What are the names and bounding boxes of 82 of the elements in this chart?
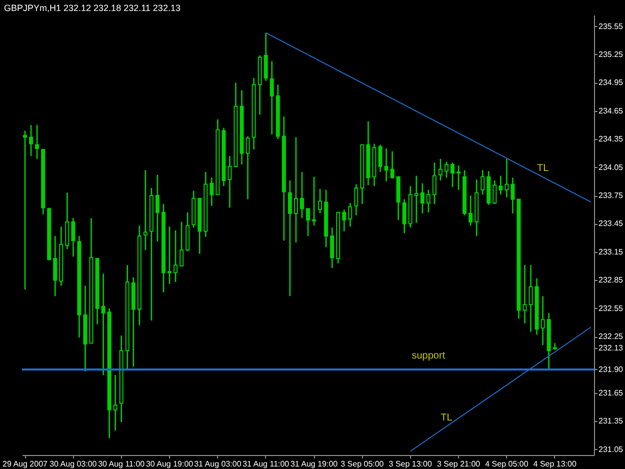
y-tick-label: 231.35 (598, 416, 624, 426)
x-tick-label: 30 Aug 11:00 (98, 460, 146, 468)
candlestick (414, 175, 418, 224)
y-tick-label: 231.05 (598, 444, 624, 454)
candlestick (468, 194, 473, 226)
series-label: TL (440, 412, 453, 424)
candlestick (378, 144, 382, 173)
candlestick (438, 158, 442, 182)
candlestick (342, 208, 346, 232)
x-tick-label: 3 Sep 13:00 (388, 460, 432, 468)
candlestick (101, 272, 106, 376)
candlestick (174, 230, 178, 283)
candlestick (540, 295, 545, 346)
y-tick-label: 234.35 (598, 134, 624, 144)
candlestick (228, 155, 232, 208)
x-tick-label: 29 Aug 2007 (2, 460, 48, 468)
y-tick-label: 234.65 (598, 106, 624, 116)
y-tick-label: 231.90 (598, 364, 624, 374)
y-tick-label: 232.13 (598, 343, 624, 352)
candlestick (450, 162, 455, 188)
candlestick (288, 180, 292, 297)
y-tick-label: 235.55 (598, 22, 624, 31)
x-tick-label: 30 Aug 19:00 (146, 460, 194, 468)
candlestick (348, 202, 352, 228)
candlestick (420, 182, 424, 214)
candlestick (498, 175, 503, 196)
chart-title: GBPJPYm,H1 232.12 232.18 232.11 232.13 (4, 3, 180, 13)
candlestick (71, 217, 76, 258)
x-tick-label: 31 Aug 19:00 (290, 460, 338, 468)
candlestick (168, 226, 172, 285)
x-tick-label: 4 Sep 13:00 (533, 460, 577, 468)
candlestick (300, 171, 304, 219)
y-tick-label: 233.15 (598, 247, 624, 256)
x-tick-label: 4 Sep 05:00 (485, 460, 529, 468)
candlestick (510, 177, 515, 214)
y-tick-label: 234.05 (598, 162, 624, 172)
y-tick-label: 232.85 (598, 276, 624, 285)
candlestick (180, 221, 184, 267)
y-tick-label: 233.75 (598, 191, 624, 200)
candlestick (480, 169, 485, 196)
candlestick (246, 136, 250, 200)
candlestick (354, 184, 358, 216)
candlestick (432, 162, 436, 205)
y-tick-label: 233.45 (598, 219, 624, 228)
candlestick (264, 32, 268, 82)
candlestick (456, 164, 461, 191)
y-tick-label: 231.65 (598, 388, 624, 398)
candlestick (504, 158, 509, 198)
series-label: TL (536, 163, 550, 174)
candlestick (390, 150, 394, 180)
x-tick-label: 30 Aug 03:00 (50, 460, 98, 468)
x-tick-label: 3 Sep 05:00 (340, 460, 384, 468)
y-tick-label: 232.55 (598, 304, 624, 313)
candlestick (210, 177, 214, 207)
candlestick (35, 124, 40, 160)
candlestick (426, 189, 430, 214)
candlestick (23, 130, 28, 290)
candlestick (113, 374, 118, 432)
candlestick (492, 180, 497, 205)
x-tick-label: 31 Aug 03:00 (194, 460, 242, 468)
candlestick (312, 176, 316, 226)
candlestick (53, 235, 58, 297)
candlestick (65, 192, 70, 250)
candlestick (294, 136, 298, 244)
candlestick (330, 226, 334, 269)
candlestick (143, 169, 148, 251)
candlestick (29, 124, 34, 157)
y-tick-label: 235.25 (598, 50, 624, 59)
candlestick (444, 161, 448, 178)
candlestick (522, 264, 527, 324)
y-tick-label: 232.25 (598, 332, 624, 342)
candlestick (384, 148, 388, 182)
candlestick (155, 174, 160, 242)
candlestick (270, 60, 274, 136)
candlestick (402, 198, 406, 234)
candlestick (528, 264, 533, 332)
candlestick (306, 208, 310, 237)
candlestick (318, 188, 322, 214)
ref-line-label: support (412, 350, 446, 362)
y-tick-label: 234.95 (598, 78, 624, 88)
x-tick-label: 3 Sep 21:00 (436, 460, 481, 468)
x-tick-label: 31 Aug 11:00 (242, 460, 290, 468)
